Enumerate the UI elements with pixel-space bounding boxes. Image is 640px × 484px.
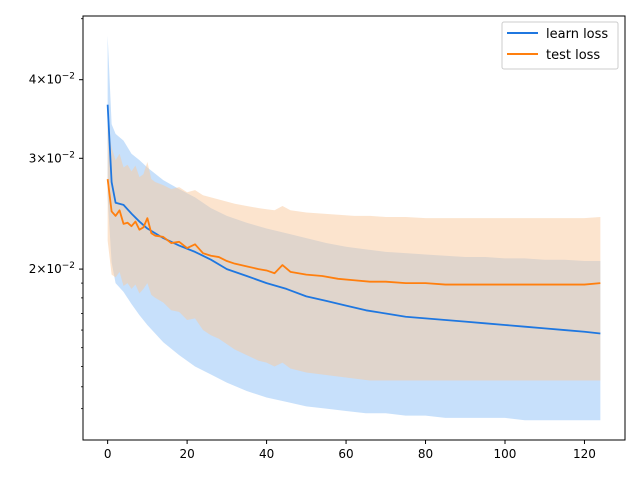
x-tick-label-60: 60: [338, 447, 353, 461]
line-test-loss: [106, 179, 601, 286]
y-axis: 2×10−23×10−24×10−2: [29, 18, 83, 410]
error-bands: [107, 35, 601, 421]
legend: learn loss test loss: [501, 21, 619, 70]
y-tick-label-base: 3×10: [29, 151, 62, 165]
legend-label-learn-loss: learn loss: [546, 27, 608, 42]
y-tick-label-base: 4×10: [29, 73, 62, 87]
x-tick-label-0: 0: [104, 447, 112, 461]
x-tick-label-20: 20: [179, 447, 194, 461]
series-lines: [106, 104, 601, 335]
y-tick-label-exponent: −2: [62, 261, 75, 271]
y-tick-label-exponent: −2: [62, 150, 75, 160]
line-learn-loss: [106, 104, 601, 335]
band-test-loss: [107, 124, 601, 381]
x-tick-label-80: 80: [418, 447, 433, 461]
y-tick-label-0: 2×10−2: [29, 261, 75, 276]
y-tick-label-1: 3×10−2: [29, 150, 75, 165]
x-tick-label-120: 120: [573, 447, 596, 461]
y-tick-label-exponent: −2: [62, 72, 75, 82]
x-axis: 0 20 40 60 80 100 120: [104, 440, 596, 461]
plot-frame: [82, 15, 626, 441]
x-tick-label-100: 100: [494, 447, 517, 461]
y-tick-label-2: 4×10−2: [29, 72, 75, 87]
legend-label-test-loss: test loss: [546, 48, 600, 63]
x-tick-label-40: 40: [259, 447, 274, 461]
y-tick-label-base: 2×10: [29, 262, 62, 276]
